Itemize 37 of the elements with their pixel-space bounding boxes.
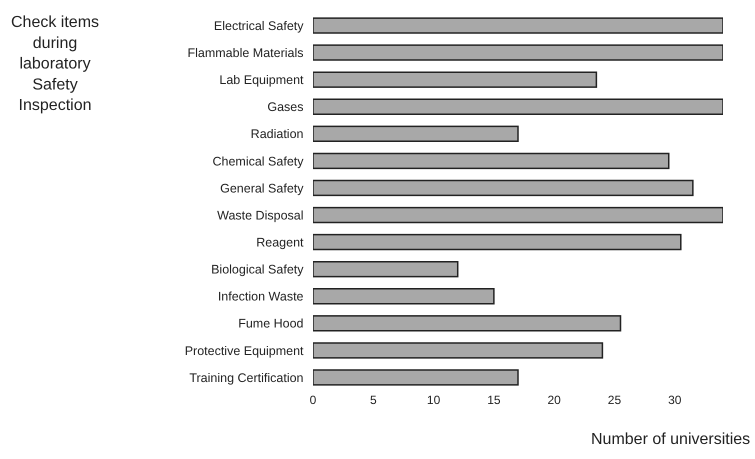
bar	[313, 98, 723, 115]
y-tick-label: Chemical Safety	[212, 154, 304, 168]
y-tick-label: Biological Safety	[211, 262, 304, 277]
bar	[313, 369, 519, 386]
y-tick-label: Fume Hood	[238, 316, 304, 331]
x-tick-label: 0	[310, 393, 317, 407]
x-tick-label: 20	[548, 393, 562, 407]
bar	[313, 234, 682, 250]
bar	[313, 180, 694, 196]
bar	[313, 288, 495, 304]
y-tick-label: Lab Equipment	[219, 73, 304, 88]
bar	[313, 315, 622, 332]
bar	[313, 17, 723, 34]
y-tick-label: Gases	[267, 100, 304, 114]
y-tick-label: Electrical Safety	[214, 18, 304, 33]
y-tick-label: General Safety	[220, 181, 304, 196]
x-tick-label: 10	[426, 393, 441, 407]
y-tick-label: Radiation	[250, 127, 304, 142]
x-tick-label: 25	[608, 393, 622, 407]
x-tick-label: 30	[668, 393, 682, 407]
x-tick-label: 5	[370, 393, 377, 407]
text: Check items during laboratory Safety Inspection	[11, 14, 100, 114]
bar	[313, 206, 723, 224]
y-tick-label: Reagent	[256, 235, 304, 250]
bar	[313, 152, 670, 170]
y-tick-label: Flammable Materials	[187, 46, 304, 60]
x-axis-title: Number of universities	[591, 431, 750, 448]
bar	[313, 71, 598, 88]
y-tick-label: Infection Waste	[218, 290, 304, 304]
y-tick-label: Waste Disposal	[217, 208, 304, 222]
bar	[313, 342, 604, 359]
bar	[313, 126, 519, 142]
y-tick-label: Protective Equipment	[184, 344, 304, 358]
y-tick-label: Training Certification	[189, 370, 304, 385]
bar	[313, 44, 723, 61]
x-tick-label: 15	[487, 393, 501, 407]
bar	[313, 260, 458, 278]
